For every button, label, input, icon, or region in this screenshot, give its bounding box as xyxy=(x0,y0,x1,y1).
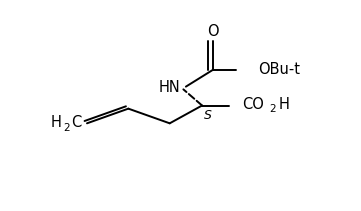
Text: H: H xyxy=(50,115,61,130)
Text: 2: 2 xyxy=(270,104,276,114)
Text: O: O xyxy=(207,24,219,39)
Text: S: S xyxy=(204,109,212,122)
Text: 2: 2 xyxy=(64,123,70,133)
Text: OBu-t: OBu-t xyxy=(258,62,300,77)
Text: H: H xyxy=(279,97,290,112)
Text: C: C xyxy=(71,115,82,130)
Text: HN: HN xyxy=(159,80,180,95)
Text: CO: CO xyxy=(242,97,264,112)
